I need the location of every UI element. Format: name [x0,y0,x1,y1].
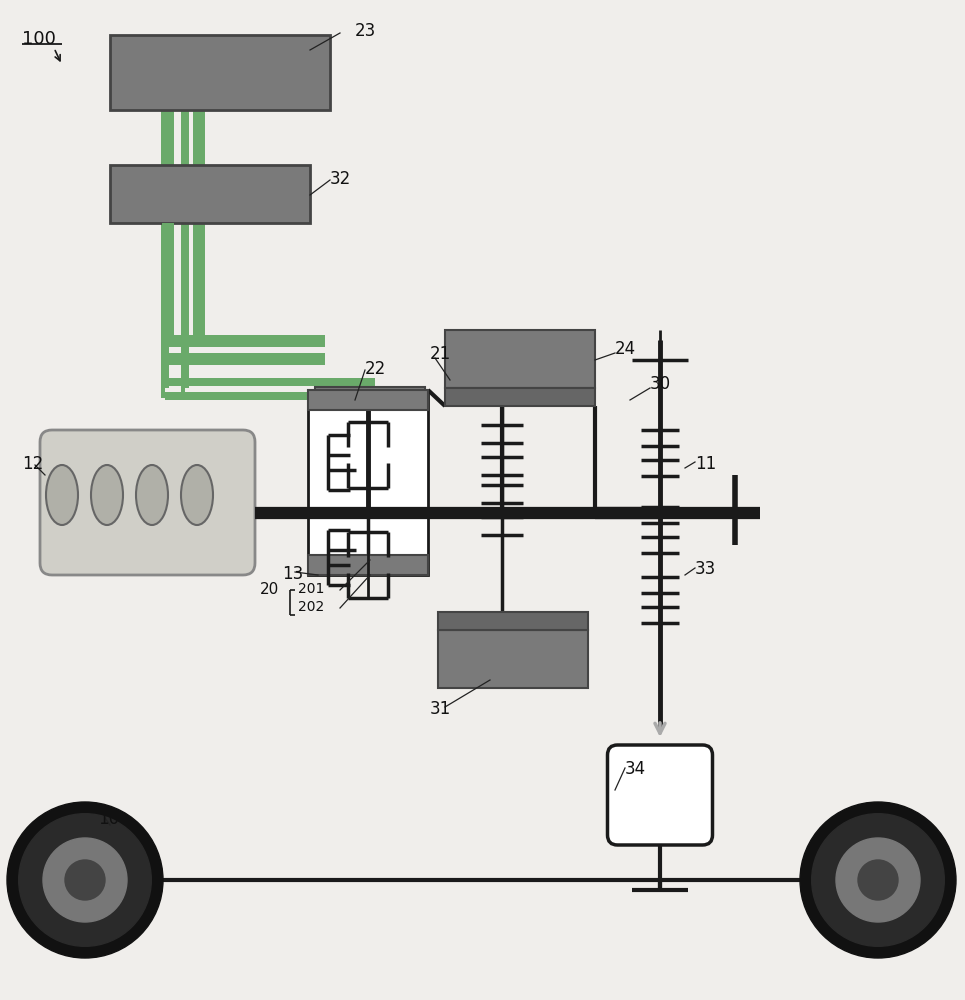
Text: 10: 10 [98,810,119,828]
Text: 21: 21 [430,345,452,363]
Bar [161,223,169,388]
Bar [193,223,205,335]
Bar [181,223,189,388]
Text: 13: 13 [282,565,303,583]
Bar [162,110,174,335]
Circle shape [7,802,163,958]
Bar [162,223,174,335]
Text: 20: 20 [260,582,279,597]
Text: 32: 32 [330,170,351,188]
Bar [110,35,330,110]
Ellipse shape [136,465,168,525]
Bar [308,390,428,410]
Text: 11: 11 [695,455,716,473]
Bar [161,110,169,165]
Text: 202: 202 [298,600,324,614]
Bar [308,390,428,575]
Ellipse shape [181,465,213,525]
Bar [161,378,165,398]
Text: 23: 23 [355,22,376,40]
Bar [110,165,310,223]
FancyBboxPatch shape [608,745,712,845]
Bar [181,378,185,398]
Bar [308,555,428,575]
Text: 22: 22 [365,360,386,378]
Bar [165,378,375,386]
Bar [181,110,189,165]
Text: 201: 201 [298,582,324,596]
Text: 33: 33 [695,560,716,578]
Circle shape [43,838,127,922]
Bar [438,612,588,630]
Circle shape [18,814,152,946]
Circle shape [858,860,898,900]
Ellipse shape [91,465,123,525]
Bar [162,223,174,335]
Ellipse shape [46,465,78,525]
Circle shape [65,860,105,900]
Circle shape [812,814,945,946]
Text: 31: 31 [430,700,452,718]
Bar [445,330,595,388]
Bar [193,110,205,335]
Circle shape [836,838,920,922]
Bar [438,630,588,688]
FancyBboxPatch shape [40,430,255,575]
Text: 100: 100 [22,30,56,48]
Bar [162,335,325,347]
Bar [165,392,375,400]
Bar [315,387,425,409]
Bar [162,353,325,365]
Text: 24: 24 [615,340,636,358]
Text: 12: 12 [22,455,43,473]
Text: 30: 30 [650,375,671,393]
Text: 34: 34 [625,760,647,778]
Bar [445,388,595,406]
Circle shape [800,802,956,958]
